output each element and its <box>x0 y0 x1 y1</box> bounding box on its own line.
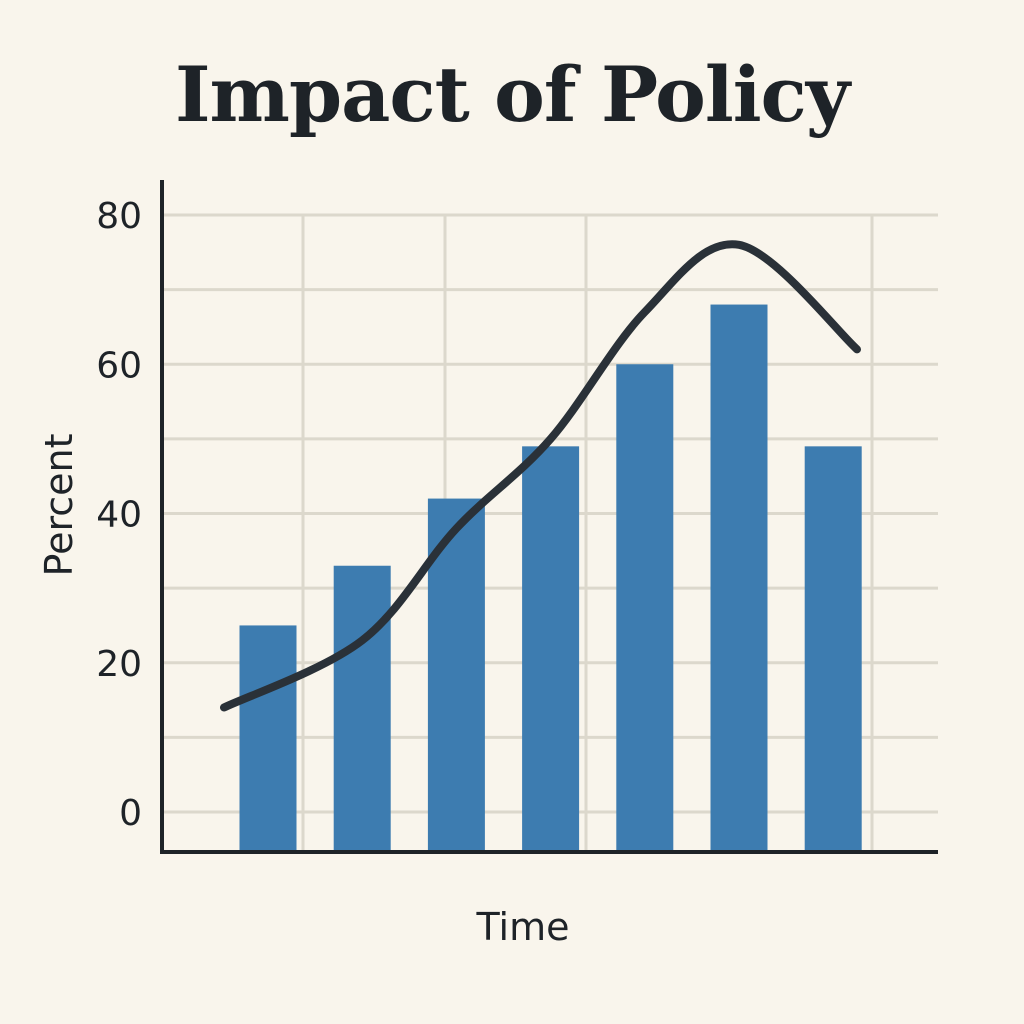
y-tick-labels: 0 20 40 60 80 <box>96 196 142 834</box>
bar <box>239 625 297 852</box>
bar <box>333 565 391 852</box>
trend-line <box>220 240 861 712</box>
y-tick-label: 80 <box>96 196 142 237</box>
y-tick-label: 0 <box>119 793 142 834</box>
y-axis-label: Percent <box>37 434 81 577</box>
bar <box>522 446 580 852</box>
y-tick-label: 40 <box>96 495 142 536</box>
chart-title: Impact of Policy <box>174 50 850 139</box>
y-tick-label: 60 <box>96 345 142 386</box>
x-axis-label: Time <box>476 905 570 949</box>
bar <box>710 304 768 852</box>
bar <box>616 364 674 852</box>
y-tick-label: 20 <box>96 644 142 685</box>
axes <box>160 180 938 854</box>
bar <box>804 446 862 852</box>
bar-series <box>239 304 862 852</box>
